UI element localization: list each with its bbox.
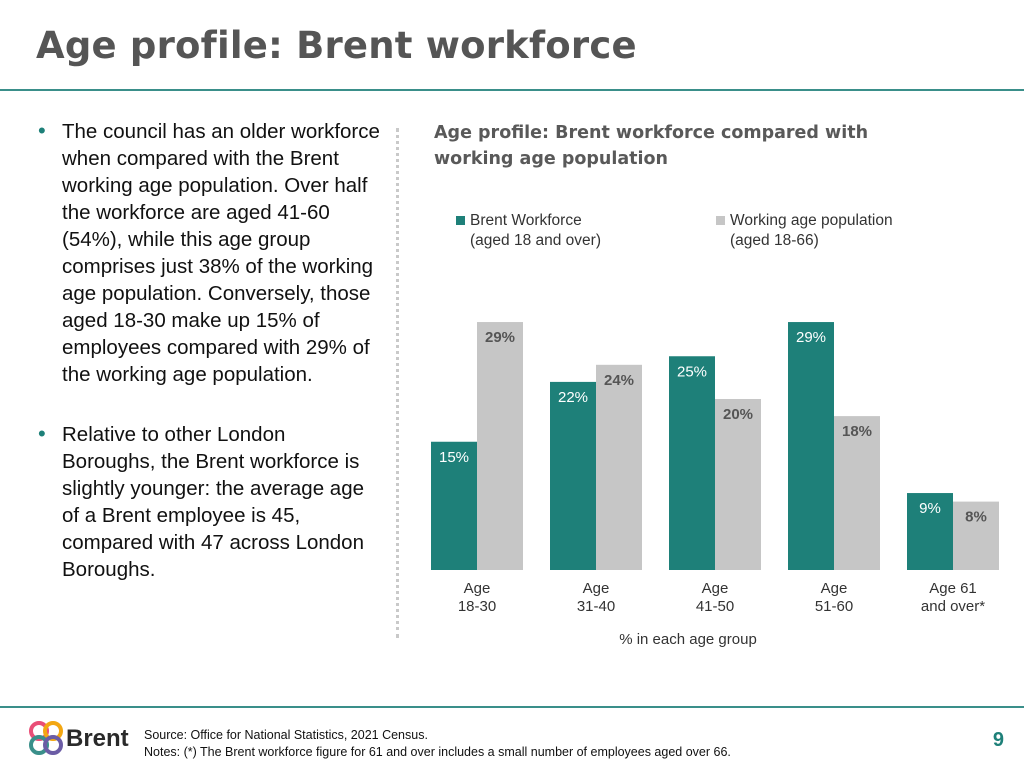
bar-brent-workforce-0 bbox=[431, 441, 477, 570]
legend-swatch-brent-workforce bbox=[456, 216, 465, 225]
data-label: 8% bbox=[965, 509, 987, 526]
bullet-item: • Relative to other London Boroughs, the… bbox=[36, 421, 384, 583]
page-number: 9 bbox=[992, 729, 1004, 751]
bar-brent-workforce-3 bbox=[788, 322, 834, 570]
bar-working-age-1 bbox=[596, 364, 642, 570]
data-label: 18% bbox=[842, 423, 872, 440]
bullet-item: • The council has an older workforce whe… bbox=[36, 118, 384, 388]
data-label: 25% bbox=[677, 363, 707, 380]
x-tick-label: Age bbox=[464, 580, 491, 597]
data-label: 20% bbox=[723, 406, 753, 423]
data-label: 15% bbox=[439, 449, 469, 466]
bar-working-age-2 bbox=[715, 399, 761, 570]
legend-label: Brent Workforce bbox=[470, 212, 582, 229]
source-text: Source: Office for National Statistics, … bbox=[144, 728, 428, 742]
brent-logo-icon bbox=[29, 721, 63, 755]
bar-brent-workforce-2 bbox=[669, 356, 715, 570]
bullet-list: • The council has an older workforce whe… bbox=[36, 118, 384, 583]
x-tick-label: Age bbox=[702, 580, 729, 597]
bar-working-age-3 bbox=[834, 416, 880, 570]
footer-divider bbox=[0, 706, 1024, 708]
bullet-marker: • bbox=[38, 118, 46, 143]
bar-brent-workforce-4 bbox=[907, 493, 953, 570]
bar-chart: 15%29%Age18-3022%24%Age31-4025%20%Age41-… bbox=[431, 322, 999, 648]
column-divider bbox=[396, 128, 399, 638]
legend-sublabel: (aged 18 and over) bbox=[470, 232, 601, 249]
legend-sublabel: (aged 18-66) bbox=[730, 232, 819, 249]
x-tick-label: 51-60 bbox=[815, 598, 853, 615]
x-tick-label: and over* bbox=[921, 598, 985, 615]
bar-working-age-0 bbox=[477, 322, 523, 570]
data-label: 29% bbox=[485, 329, 515, 346]
brent-logo: Brent bbox=[28, 720, 138, 760]
x-tick-label: Age 61 bbox=[929, 580, 977, 597]
legend-swatch-working-age-population bbox=[716, 216, 725, 225]
x-tick-label: 31-40 bbox=[577, 598, 615, 615]
legend-item-brent-workforce: Brent Workforce (aged 18 and over) bbox=[456, 211, 601, 251]
x-tick-label: 41-50 bbox=[696, 598, 734, 615]
data-label: 22% bbox=[558, 389, 588, 406]
x-tick-label: Age bbox=[821, 580, 848, 597]
x-tick-label: Age bbox=[583, 580, 610, 597]
x-axis-label: % in each age group bbox=[619, 631, 757, 648]
data-label: 24% bbox=[604, 372, 634, 389]
bar-brent-workforce-1 bbox=[550, 381, 596, 570]
bar-working-age-4 bbox=[953, 501, 999, 570]
bullet-text: The council has an older workforce when … bbox=[62, 120, 380, 386]
notes-text: Notes: (*) The Brent workforce figure fo… bbox=[144, 745, 731, 759]
legend-label: Working age population bbox=[730, 212, 893, 229]
bullet-marker: • bbox=[38, 421, 46, 446]
page-title: Age profile: Brent workforce bbox=[36, 24, 637, 67]
x-tick-label: 18-30 bbox=[458, 598, 496, 615]
chart-title: Age profile: Brent workforce compared wi… bbox=[434, 123, 869, 169]
brent-logo-text: Brent bbox=[66, 725, 129, 752]
data-label: 29% bbox=[796, 329, 826, 346]
title-divider bbox=[0, 89, 1024, 91]
footer-notes: Source: Office for National Statistics, … bbox=[144, 727, 731, 761]
legend-item-working-age-population: Working age population (aged 18-66) bbox=[716, 211, 893, 251]
bullet-text: Relative to other London Boroughs, the B… bbox=[62, 423, 365, 581]
data-label: 9% bbox=[919, 500, 941, 517]
